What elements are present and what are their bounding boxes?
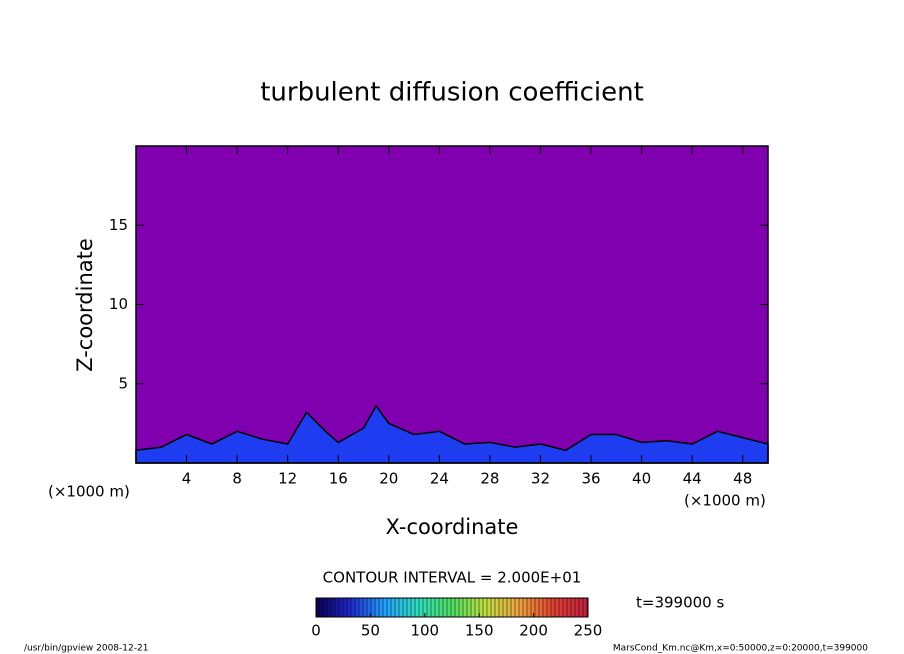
colorbar: [315, 597, 589, 618]
y-tick-label: 10: [109, 295, 128, 313]
x-unit-label: (×1000 m): [684, 492, 766, 510]
x-axis-label: X-coordinate: [386, 515, 519, 539]
colorbar-tick-label: 100: [410, 622, 439, 640]
x-tick-label: 32: [531, 470, 550, 488]
x-tick-label: 4: [182, 470, 192, 488]
time-label: t=399000 s: [636, 594, 724, 612]
colorbar-tick-label: 250: [574, 622, 603, 640]
y-unit-label: (×1000 m): [48, 483, 130, 501]
contour-interval: CONTOUR INTERVAL = 2.000E+01: [323, 569, 582, 587]
colorbar-tick-label: 50: [361, 622, 380, 640]
chart-title: turbulent diffusion coefficient: [260, 78, 644, 108]
y-tick-label: 15: [109, 216, 128, 234]
colorbar-tick-label: 0: [311, 622, 321, 640]
y-tick-label: 5: [118, 374, 128, 392]
x-tick-label: 12: [278, 470, 297, 488]
y-axis-label: Z-coordinate: [73, 238, 97, 372]
x-tick-label: 44: [683, 470, 702, 488]
x-tick-label: 24: [430, 470, 449, 488]
colorbar-tick-label: 150: [465, 622, 494, 640]
x-tick-label: 40: [632, 470, 651, 488]
footer-right: MarsCond_Km.nc@Km,x=0:50000,z=0:20000,t=…: [613, 644, 868, 654]
x-tick-label: 28: [480, 470, 499, 488]
x-tick-label: 36: [581, 470, 600, 488]
footer-left: /usr/bin/gpview 2008-12-21: [24, 644, 148, 654]
x-tick-label: 8: [232, 470, 242, 488]
x-tick-label: 20: [379, 470, 398, 488]
colorbar-tick-label: 200: [519, 622, 548, 640]
x-tick-label: 16: [329, 470, 348, 488]
x-tick-label: 48: [733, 470, 752, 488]
turbulent-layer: [135, 404, 769, 464]
plot-background: [136, 146, 768, 463]
